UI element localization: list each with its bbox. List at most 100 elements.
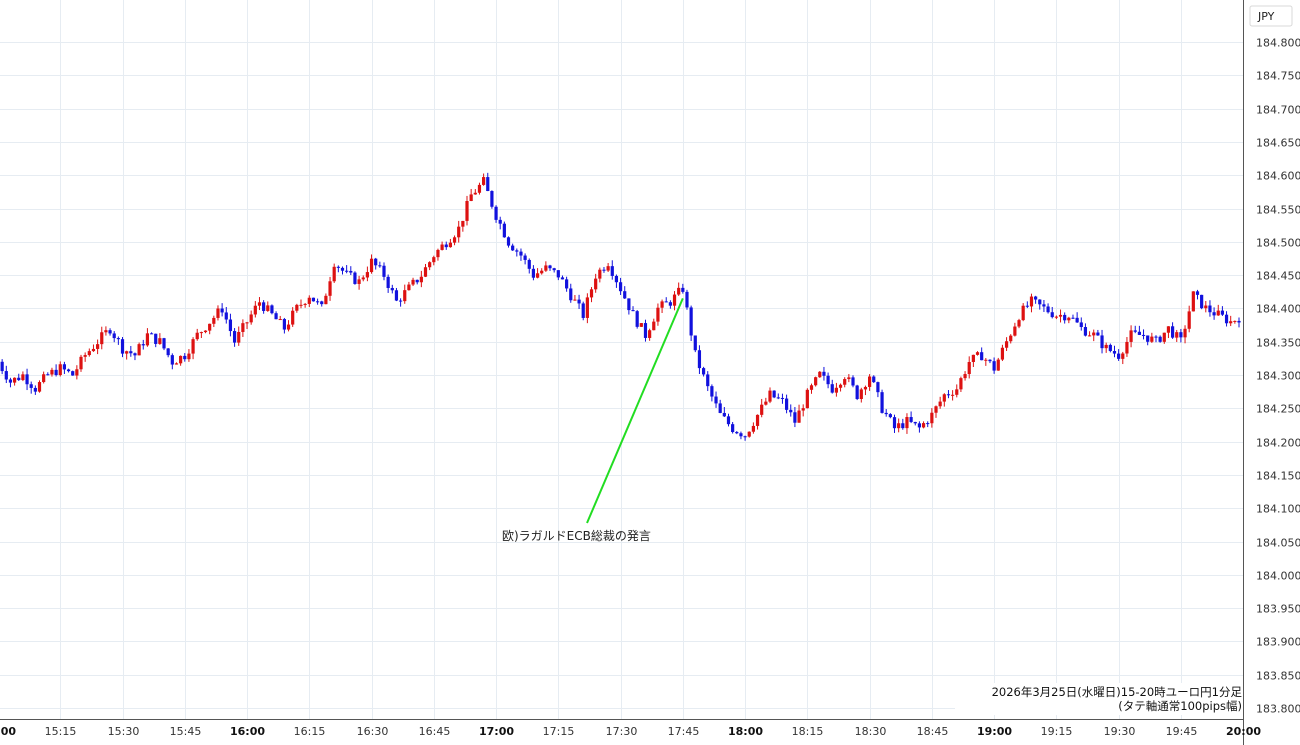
candle-body [897, 423, 901, 429]
candle-body [195, 332, 199, 340]
x-tick-label: 20:00 [1226, 725, 1261, 738]
candle-body [805, 389, 809, 409]
candle-body [801, 408, 805, 411]
candle-body [1004, 341, 1009, 348]
candle-body [888, 414, 892, 418]
y-tick-label: 184.450 [1256, 270, 1300, 283]
candle-body [963, 374, 967, 379]
candle-body [706, 374, 710, 387]
candle-body [552, 268, 556, 271]
candle-body [780, 397, 785, 399]
candle-body [54, 369, 58, 376]
candle-body [577, 299, 581, 304]
candle-body [1195, 291, 1200, 295]
candle-body [1141, 334, 1146, 336]
candle-body [523, 255, 527, 260]
y-tick-label: 184.300 [1256, 370, 1300, 383]
candle-body [315, 301, 320, 303]
candle-body [515, 250, 519, 252]
candle-body [735, 432, 739, 434]
candle-body [183, 355, 187, 360]
candle-body [1071, 317, 1075, 319]
candle-body [917, 423, 922, 428]
candle-body [245, 322, 249, 324]
y-tick-label: 184.550 [1256, 204, 1300, 217]
candle-body [241, 323, 245, 332]
candle-body [710, 386, 714, 397]
y-tick-label: 183.850 [1256, 670, 1300, 683]
candle-body [951, 394, 955, 396]
candle-body [946, 394, 951, 396]
candle-body [942, 394, 946, 402]
candle-body [1129, 330, 1133, 342]
candle-body [789, 409, 793, 413]
candle-body [731, 424, 735, 433]
candle-body [868, 376, 872, 387]
x-tick-label: 19:30 [1104, 725, 1136, 738]
candle-body [436, 249, 440, 258]
candle-body [793, 412, 797, 423]
candle-body [527, 259, 531, 269]
candle-body [398, 300, 403, 302]
candle-body [249, 314, 253, 323]
candle-body [1046, 306, 1050, 313]
candle-body [112, 333, 116, 339]
candle-body [266, 305, 270, 311]
x-tick-label: 18:45 [917, 725, 949, 738]
candle-body [1224, 314, 1229, 324]
candle-body [656, 307, 660, 322]
candle-body [556, 270, 560, 278]
candle-body [909, 417, 913, 422]
candle-body [627, 298, 631, 311]
candle-body [4, 371, 8, 380]
candle-body [145, 333, 150, 346]
candle-body [926, 423, 930, 425]
candle-body [91, 348, 96, 352]
candle-body [58, 364, 62, 376]
candle-body [291, 310, 295, 325]
candle-body [1058, 314, 1063, 317]
candle-body [166, 348, 170, 356]
candle-body [623, 291, 627, 299]
candle-body [1204, 305, 1208, 309]
candle-body [158, 338, 162, 344]
x-tick-label: 15:30 [108, 725, 140, 738]
candle-body [755, 414, 760, 426]
candle-body [100, 332, 104, 345]
candle-body [988, 359, 992, 362]
x-tick-label: 19:15 [1041, 725, 1073, 738]
x-tick-label: 15:00 [0, 725, 16, 738]
candle-body [295, 304, 299, 311]
candle-body [125, 351, 129, 354]
candle-body [361, 277, 365, 280]
candle-body [892, 417, 897, 429]
candle-body [46, 374, 50, 376]
candle-body [191, 339, 195, 354]
candle-body [614, 275, 619, 283]
candle-body [606, 266, 610, 271]
candle-body [1029, 296, 1034, 307]
candle-body [569, 288, 573, 301]
candle-body [565, 279, 569, 289]
y-tick-label: 184.250 [1256, 403, 1300, 416]
candle-body [1175, 332, 1179, 338]
candle-body [701, 368, 706, 375]
candle-body [1191, 291, 1195, 312]
candle-body [378, 265, 382, 267]
candle-body [581, 303, 585, 318]
candle-body [594, 278, 598, 290]
candle-body [324, 295, 328, 305]
y-tick-label: 184.400 [1256, 303, 1300, 316]
candle-body [120, 339, 125, 354]
candle-body [573, 299, 577, 301]
candle-body [768, 390, 772, 402]
candle-body [664, 301, 668, 303]
candle-body [560, 277, 565, 280]
candle-body [1117, 353, 1121, 359]
y-tick-label: 184.150 [1256, 470, 1300, 483]
candle-body [643, 323, 648, 338]
candle-body [37, 382, 42, 392]
candle-body [1034, 296, 1038, 300]
candle-body [42, 374, 46, 383]
